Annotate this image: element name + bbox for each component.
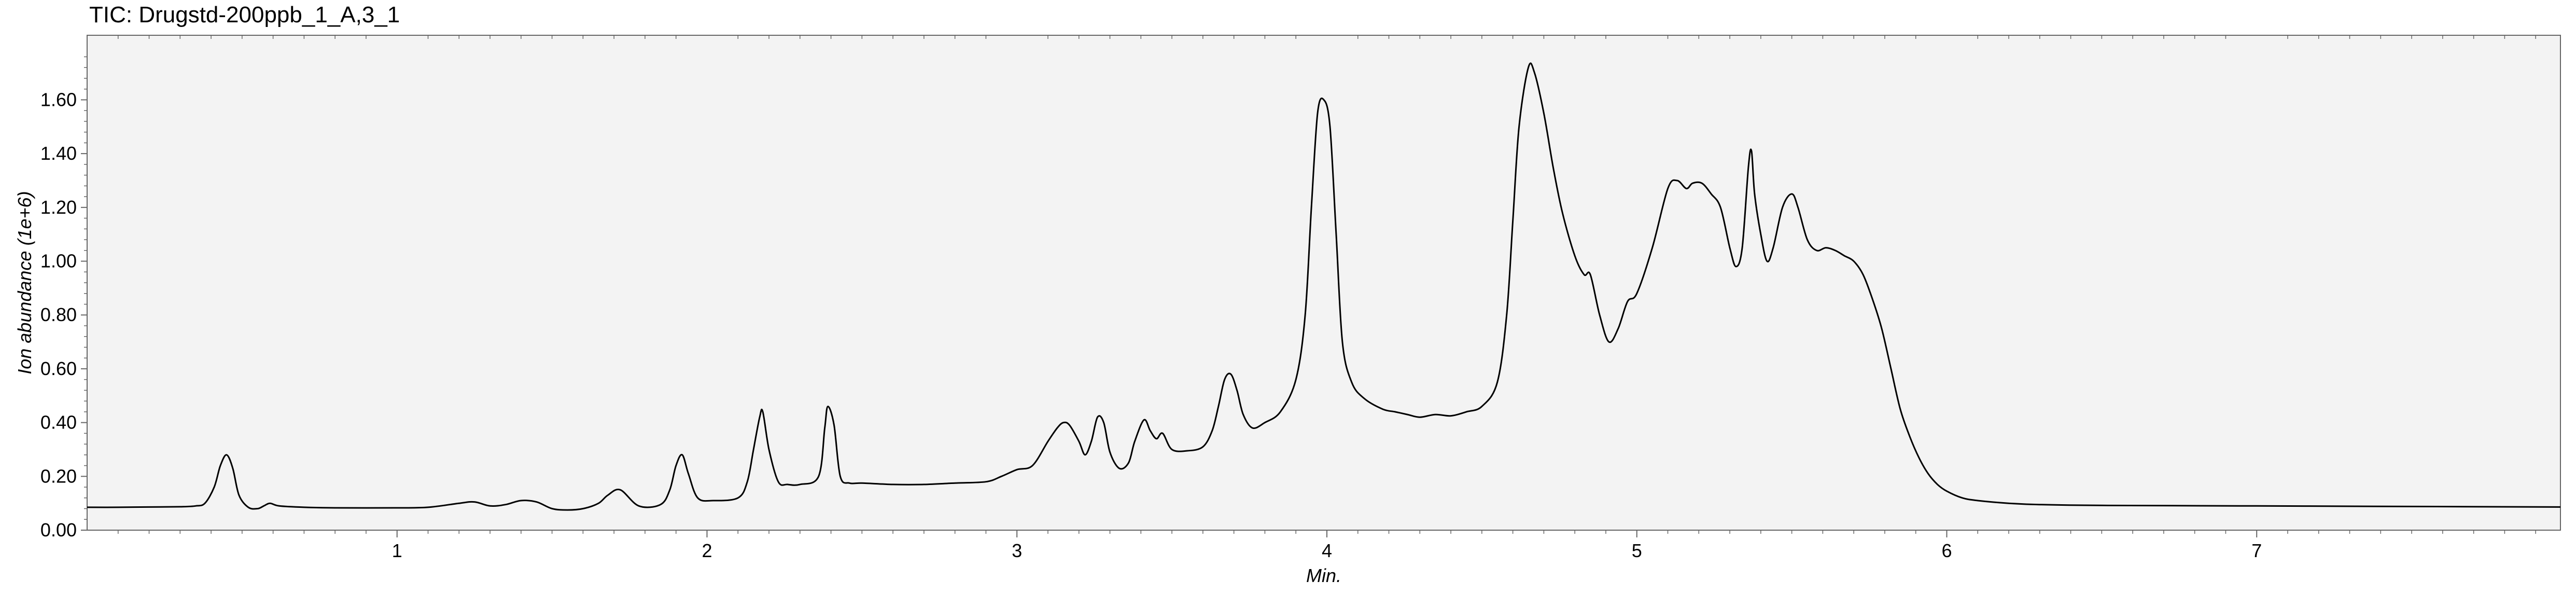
y-tick-label: 0.20 (40, 465, 77, 487)
y-tick-label: 1.00 (40, 251, 77, 272)
minor-ticks (84, 35, 2536, 534)
x-tick-label: 6 (1941, 540, 1952, 561)
y-axis-ticks: 0.00 0.20 0.40 0.60 0.80 1.00 1.20 1.40 1.60 (40, 89, 87, 541)
y-tick-label: 1.40 (40, 143, 77, 164)
x-tick-label: 3 (1012, 540, 1022, 561)
x-axis-title: Min. (1306, 565, 1341, 586)
plot-area (87, 35, 2561, 531)
y-axis-title: Ion abundance (1e+6) (14, 191, 35, 374)
x-tick-label: 5 (1632, 540, 1642, 561)
y-tick-label: 1.20 (40, 197, 77, 218)
chart-title: TIC: Drugstd-200ppb_1_A,3_1 (89, 2, 400, 27)
x-axis-ticks: 1 2 3 4 5 6 7 (392, 530, 2262, 561)
x-tick-label: 7 (2251, 540, 2262, 561)
series-line-tic (87, 62, 2561, 511)
y-tick-label: 0.40 (40, 412, 77, 433)
x-tick-label: 1 (392, 540, 402, 561)
y-tick-label: 1.60 (40, 89, 77, 110)
x-tick-label: 4 (1322, 540, 1332, 561)
y-tick-label: 0.00 (40, 519, 77, 541)
y-tick-label: 0.60 (40, 358, 77, 379)
x-tick-label: 2 (702, 540, 712, 561)
y-tick-label: 0.80 (40, 304, 77, 325)
